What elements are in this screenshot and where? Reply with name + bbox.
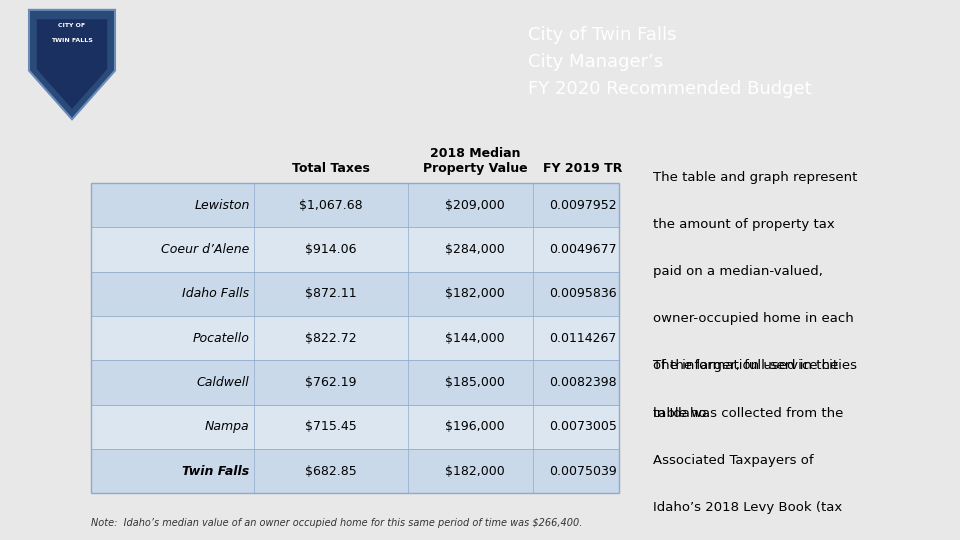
Text: Coeur d’Alene: Coeur d’Alene [161, 243, 250, 256]
Text: $182,000: $182,000 [445, 287, 505, 300]
Bar [91, 316, 619, 360]
Text: Idaho Falls: Idaho Falls [182, 287, 250, 300]
Text: CITY OF: CITY OF [59, 23, 85, 28]
Text: $185,000: $185,000 [445, 376, 505, 389]
Text: Nampa: Nampa [205, 420, 250, 433]
Text: 0.0114267: 0.0114267 [549, 332, 616, 345]
Bar [91, 227, 619, 272]
Text: $1,067.68: $1,067.68 [300, 199, 363, 212]
Text: $914.06: $914.06 [305, 243, 357, 256]
Bar [91, 272, 619, 316]
Text: Note:  Idaho’s median value of an owner occupied home for this same period of ti: Note: Idaho’s median value of an owner o… [91, 518, 583, 528]
Text: the amount of property tax: the amount of property tax [653, 218, 834, 231]
Text: 0.0097952: 0.0097952 [549, 199, 616, 212]
Text: 2018 Median
Property Value: 2018 Median Property Value [423, 147, 527, 175]
Text: The table and graph represent: The table and graph represent [653, 171, 857, 184]
Text: 0.0082398: 0.0082398 [549, 376, 616, 389]
Text: Caldwell: Caldwell [197, 376, 250, 389]
Text: Total Taxes: Total Taxes [292, 162, 371, 175]
Bar [91, 360, 619, 404]
Text: $196,000: $196,000 [445, 420, 505, 433]
Bar [91, 449, 619, 493]
Text: Twin Falls: Twin Falls [182, 464, 250, 477]
Text: $182,000: $182,000 [445, 464, 505, 477]
Text: $762.19: $762.19 [305, 376, 357, 389]
Text: $144,000: $144,000 [445, 332, 505, 345]
Text: in Idaho.: in Idaho. [653, 407, 710, 420]
Text: Associated Taxpayers of: Associated Taxpayers of [653, 454, 813, 467]
Text: $209,000: $209,000 [445, 199, 505, 212]
Polygon shape [29, 10, 115, 119]
Bar [91, 183, 619, 493]
Polygon shape [36, 19, 108, 109]
Text: $284,000: $284,000 [445, 243, 505, 256]
Text: Pocatello: Pocatello [193, 332, 250, 345]
Text: owner-occupied home in each: owner-occupied home in each [653, 312, 853, 325]
Bar [91, 404, 619, 449]
Text: Lewiston: Lewiston [194, 199, 250, 212]
Text: 0.0095836: 0.0095836 [549, 287, 616, 300]
Text: Idaho’s 2018 Levy Book (tax: Idaho’s 2018 Levy Book (tax [653, 501, 842, 514]
Text: 0.0049677: 0.0049677 [549, 243, 616, 256]
Bar [91, 183, 619, 227]
Text: TWIN FALLS: TWIN FALLS [51, 38, 93, 43]
Text: of the larger, full-service cities: of the larger, full-service cities [653, 360, 857, 373]
Text: $822.72: $822.72 [305, 332, 357, 345]
Text: $682.85: $682.85 [305, 464, 357, 477]
Text: FY 2019 TR: FY 2019 TR [543, 162, 622, 175]
Text: 0.0075039: 0.0075039 [549, 464, 616, 477]
Text: $715.45: $715.45 [305, 420, 357, 433]
Text: paid on a median-valued,: paid on a median-valued, [653, 265, 823, 278]
Text: 0.0073005: 0.0073005 [549, 420, 616, 433]
Text: City of Twin Falls
City Manager’s
FY 2020 Recommended Budget: City of Twin Falls City Manager’s FY 202… [528, 26, 811, 98]
Text: The information used in the: The information used in the [653, 360, 838, 373]
Text: $872.11: $872.11 [305, 287, 357, 300]
Text: table was collected from the: table was collected from the [653, 407, 843, 420]
